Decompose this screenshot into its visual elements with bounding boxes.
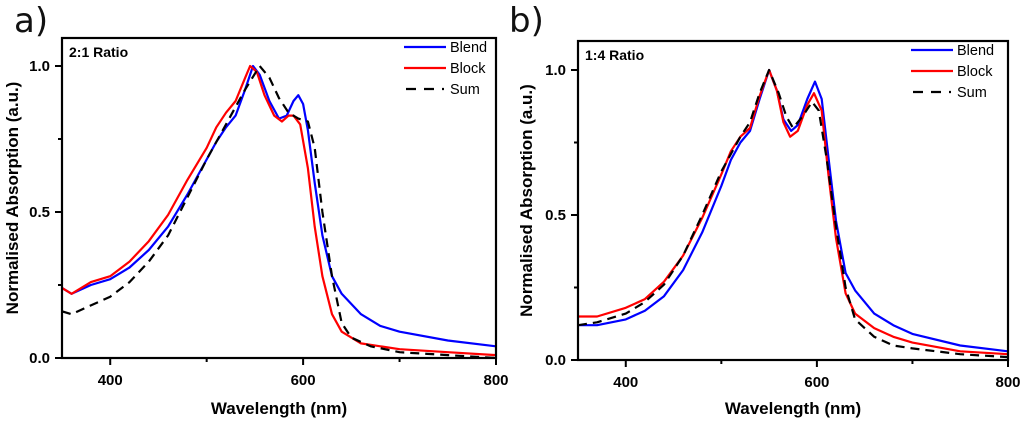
panel-b: b) 400 600 800 0.0 0.5 1.0 Wavelength (nm) Norma… <box>509 1 1021 418</box>
y-tick-label: 0.0 <box>545 352 566 369</box>
plot-frame <box>60 36 498 360</box>
y-tick-label: 1.0 <box>545 62 566 79</box>
x-tick-label: 400 <box>613 374 638 391</box>
plot-frame <box>576 39 1010 362</box>
x-tick-label: 800 <box>995 374 1020 391</box>
series-line-blend <box>578 68 1008 353</box>
legend-label-blend: Blend <box>450 40 487 56</box>
x-axis-title: Wavelength (nm) <box>211 399 347 418</box>
y-tick-label: 1.0 <box>29 58 50 75</box>
legend-label-sum: Sum <box>957 85 987 101</box>
series-line-sum <box>62 64 496 358</box>
x-tick-label: 600 <box>291 372 316 389</box>
y-axis-title: Normalised Absorption (a.u.) <box>3 82 22 315</box>
series-line-blend <box>62 64 496 348</box>
legend-label-block: Block <box>450 61 486 77</box>
legend-label-blend: Blend <box>957 43 994 59</box>
legend-label-block: Block <box>957 64 993 80</box>
ratio-annotation: 1:4 Ratio <box>585 47 644 63</box>
series-line-sum <box>578 68 1008 359</box>
legend-label-sum: Sum <box>450 82 480 98</box>
y-axis-title: Normalised Absorption (a.u.) <box>517 84 536 317</box>
y-tick-label: 0.5 <box>545 207 566 224</box>
x-tick-label: 600 <box>804 374 829 391</box>
panel-label: b) <box>509 1 544 41</box>
x-tick-label: 800 <box>483 372 508 389</box>
series-line-block <box>62 64 496 357</box>
ratio-annotation: 2:1 Ratio <box>69 44 128 60</box>
y-tick-label: 0.5 <box>29 204 50 221</box>
x-tick-label: 400 <box>98 372 123 389</box>
y-tick-label: 0.0 <box>29 350 50 367</box>
panel-label: a) <box>14 1 48 41</box>
x-axis-title: Wavelength (nm) <box>725 399 861 418</box>
panel-a: a) 400 600 800 0.0 0.5 1.0 Wavelength (nm) Norma… <box>3 1 509 418</box>
